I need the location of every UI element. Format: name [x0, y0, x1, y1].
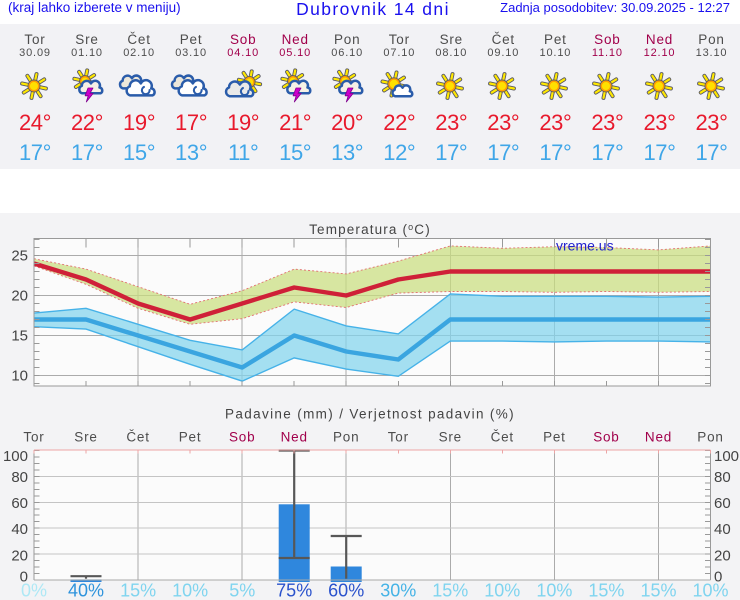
svg-text:Čet: Čet: [491, 430, 514, 445]
svg-text:20: 20: [714, 548, 731, 565]
svg-text:15%: 15%: [120, 581, 156, 600]
svg-text:Ned: Ned: [645, 430, 672, 445]
svg-text:Pon: Pon: [697, 430, 723, 445]
svg-text:10%: 10%: [692, 581, 728, 600]
svg-text:Čet: Čet: [126, 430, 149, 445]
svg-text:15%: 15%: [588, 581, 624, 600]
svg-text:10%: 10%: [484, 581, 520, 600]
svg-text:75%: 75%: [276, 581, 312, 600]
svg-text:Sob: Sob: [229, 430, 255, 445]
svg-text:Pet: Pet: [543, 430, 566, 445]
svg-text:Pet: Pet: [179, 430, 202, 445]
svg-text:20: 20: [11, 548, 28, 565]
svg-text:Ned: Ned: [281, 430, 308, 445]
svg-text:Pon: Pon: [333, 430, 359, 445]
svg-text:25: 25: [11, 248, 28, 265]
svg-text:60: 60: [714, 495, 731, 512]
svg-text:5%: 5%: [229, 581, 255, 600]
svg-text:10: 10: [11, 368, 28, 385]
svg-text:10%: 10%: [536, 581, 572, 600]
svg-text:Tor: Tor: [388, 430, 409, 445]
svg-text:80: 80: [714, 469, 731, 486]
svg-text:10%: 10%: [172, 581, 208, 600]
svg-text:80: 80: [11, 469, 28, 486]
svg-text:60: 60: [11, 495, 28, 512]
svg-text:Temperatura (oC): Temperatura (oC): [309, 222, 431, 237]
svg-text:15%: 15%: [640, 581, 676, 600]
svg-text:40: 40: [11, 521, 28, 538]
svg-text:15: 15: [11, 328, 28, 345]
svg-text:Sre: Sre: [74, 430, 97, 445]
svg-text:Tor: Tor: [23, 430, 44, 445]
svg-text:0: 0: [20, 569, 28, 586]
svg-text:40%: 40%: [68, 581, 104, 600]
svg-text:Sob: Sob: [593, 430, 619, 445]
svg-text:0%: 0%: [21, 581, 47, 600]
svg-text:15%: 15%: [432, 581, 468, 600]
svg-text:vreme.us: vreme.us: [556, 238, 614, 254]
svg-text:40: 40: [714, 521, 731, 538]
svg-text:Padavine (mm) / Verjetnost pad: Padavine (mm) / Verjetnost padavin (%): [225, 407, 515, 422]
svg-text:100: 100: [3, 448, 28, 465]
svg-text:Sre: Sre: [439, 430, 462, 445]
svg-text:100: 100: [714, 448, 739, 465]
svg-text:30%: 30%: [380, 581, 416, 600]
svg-text:60%: 60%: [328, 581, 364, 600]
svg-text:0: 0: [714, 569, 722, 586]
svg-text:20: 20: [11, 288, 28, 305]
